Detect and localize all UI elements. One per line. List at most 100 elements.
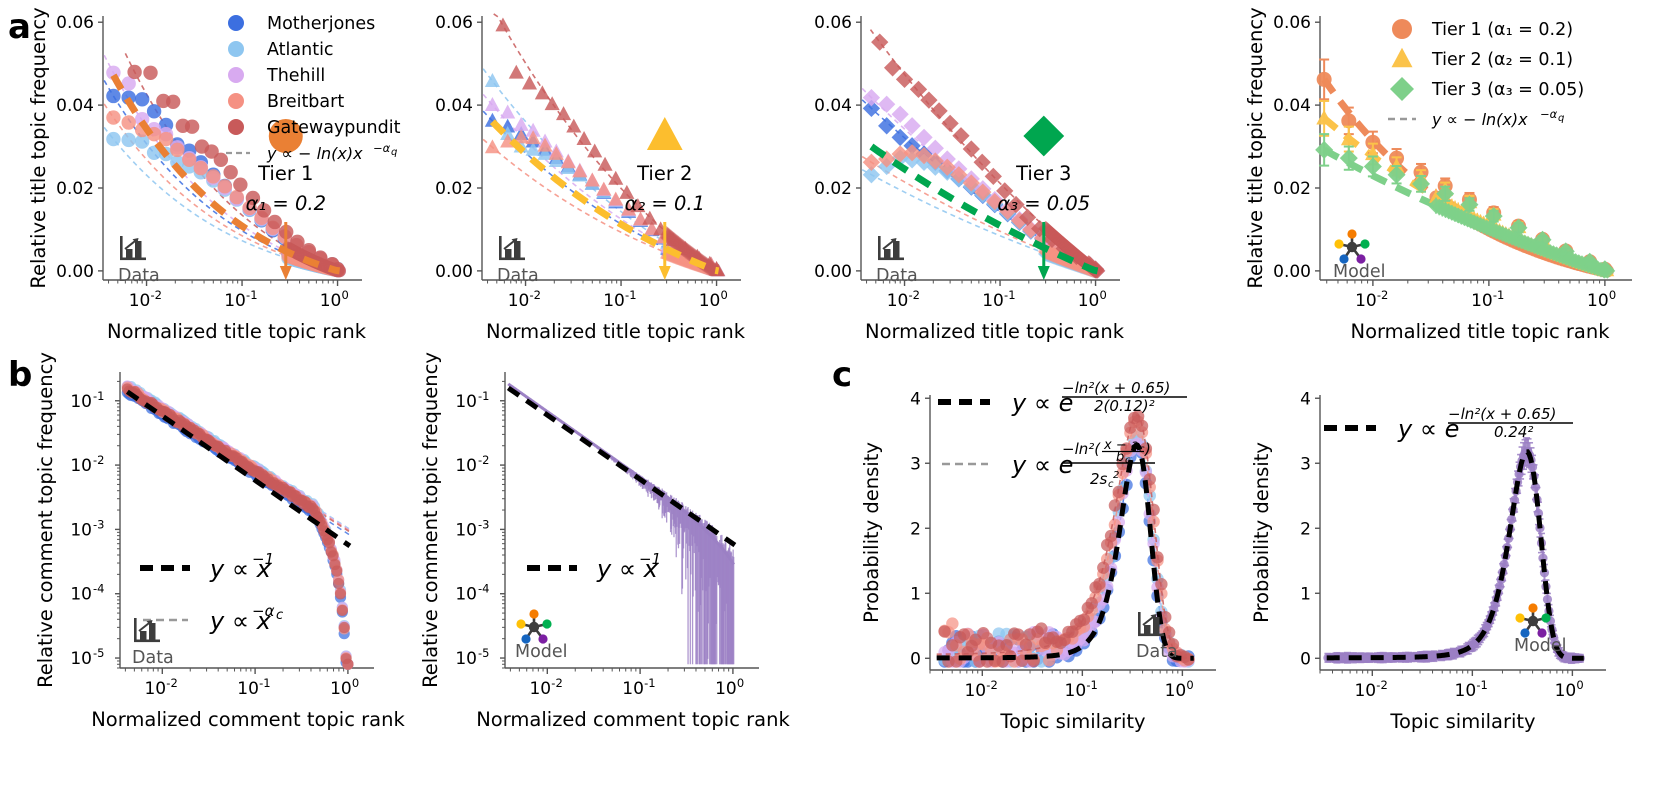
- svg-text:10: 10: [1065, 681, 1087, 701]
- y-tick-label: 10 -3: [70, 517, 104, 540]
- svg-text:0: 0: [1100, 288, 1107, 302]
- data-point: [950, 166, 968, 184]
- legend-equation: y ∝ − ln(x)x −α q: [1431, 107, 1564, 129]
- svg-text:y ∝ x: y ∝ x: [596, 555, 659, 583]
- data-point: [495, 17, 511, 32]
- svg-text:-1: -1: [93, 389, 104, 403]
- svg-text:10: 10: [224, 291, 246, 311]
- legend-label: Tier 2 (α₂ = 0.1): [1431, 50, 1573, 70]
- data-point: [1412, 174, 1431, 193]
- svg-text:-2: -2: [909, 288, 920, 302]
- data-point: [193, 160, 209, 176]
- y-tick-label: 0.06: [56, 13, 94, 33]
- data-point: [500, 126, 516, 141]
- data-point: [213, 152, 229, 168]
- data-point: [1484, 207, 1503, 226]
- fit-line-black: [1326, 449, 1584, 661]
- svg-text:0: 0: [342, 288, 349, 302]
- svg-text:10: 10: [455, 392, 477, 412]
- data-point: [525, 141, 541, 156]
- y-tick-label: 0.06: [435, 13, 473, 33]
- panel-b-svg: b 10 -510 -410 -310 -210 -110 -2 10 -1 10 0Normali…: [8, 352, 790, 731]
- svg-text:-1: -1: [1493, 288, 1504, 302]
- data-point: [862, 89, 881, 107]
- data-point: [938, 158, 956, 176]
- x-axis-label: Normalized comment topic rank: [476, 708, 790, 731]
- data-point: [962, 140, 980, 158]
- svg-text:-2: -2: [93, 453, 104, 467]
- tier-arrow-head: [658, 266, 671, 280]
- x-tick-label: 10 0: [715, 676, 744, 699]
- data-point: [484, 97, 500, 112]
- data-point: [1166, 638, 1180, 651]
- svg-text:c: c: [276, 608, 283, 623]
- data-point: [134, 92, 150, 107]
- svg-text:2s: 2s: [1090, 470, 1108, 488]
- data-point: [1365, 134, 1381, 150]
- svg-text:10: 10: [529, 679, 551, 699]
- svg-text:y ∝ e: y ∝ e: [1397, 415, 1459, 443]
- panel-label-b: b: [8, 355, 32, 395]
- y-tick-label: 2: [1300, 519, 1311, 539]
- svg-text:-1: -1: [1476, 678, 1487, 692]
- data-point: [1019, 638, 1033, 651]
- svg-text:2(0.12)²: 2(0.12)²: [1094, 397, 1155, 415]
- data-point: [127, 64, 142, 80]
- data-point: [871, 33, 889, 51]
- legend-label: Breitbart: [267, 92, 344, 112]
- x-axis-label: Normalized title topic rank: [1350, 320, 1610, 343]
- svg-text:10: 10: [982, 291, 1004, 311]
- svg-text:-1: -1: [625, 288, 636, 302]
- data-point: [121, 76, 136, 91]
- data-point: [1507, 514, 1517, 525]
- outlet-fit-line: [861, 168, 1046, 255]
- svg-text:-2: -2: [478, 453, 489, 467]
- x-tick-label: 10 -1: [603, 288, 636, 311]
- data-point: [1093, 577, 1106, 591]
- data-point: [184, 119, 200, 134]
- data-point: [1392, 19, 1412, 39]
- svg-text:x − a: x − a: [1103, 438, 1139, 453]
- svg-text:y ∝ − ln(x)x: y ∝ − ln(x)x: [266, 144, 363, 163]
- panel-a-outlet-legend: Motherjones Atlantic Thehill Breitbart Gatew…: [226, 14, 401, 163]
- data-point: [608, 191, 624, 206]
- panel-c: c 0 1 2 3 4 10 -2 10 -1 10 0 Topic similarity Probab…: [830, 350, 1660, 807]
- x-tick-label: 10 0: [1165, 678, 1194, 701]
- y-axis-label: Relative title topic frequency: [1244, 7, 1267, 288]
- equation-1: y ∝ e−ln²(x + 0.65)2(0.12)²: [1011, 379, 1187, 417]
- legend-marker: [228, 67, 244, 83]
- data-point: [1131, 410, 1145, 423]
- data-point: [878, 150, 896, 168]
- legend-label: Motherjones: [267, 14, 375, 34]
- data-point: [630, 198, 646, 213]
- data-point: [1527, 462, 1538, 472]
- subplot-b1: 10 -510 -410 -310 -210 -110 -2 10 -1 10 0Normalize…: [34, 352, 405, 731]
- y-tick-label: 10 -4: [455, 582, 489, 605]
- outlet-fit-line: [482, 138, 667, 254]
- panel-a: a 0.00 0.02 0.04 0.06 10 -2 10 -1 10 0 Normalized …: [0, 0, 1660, 350]
- equation-2: y ∝ e−ln²(x − a cb c)2s c2: [1011, 438, 1155, 490]
- panel-label-a: a: [8, 7, 31, 47]
- data-point: [862, 166, 881, 184]
- svg-text:q: q: [1558, 113, 1564, 124]
- y-tick-label: 1: [910, 584, 921, 604]
- svg-text:0: 0: [1576, 678, 1583, 692]
- data-point: [525, 130, 541, 145]
- model-badge: Model: [1333, 229, 1386, 282]
- legend-label: Gatewaypundit: [267, 118, 401, 138]
- y-tick-label: 10 -5: [455, 646, 489, 669]
- reference-line-black: [125, 389, 352, 549]
- data-point: [1315, 140, 1334, 159]
- data-point: [926, 152, 944, 170]
- y-tick-label: 10 -5: [70, 646, 104, 669]
- y-tick-label: 10 -3: [455, 517, 489, 540]
- x-tick-label: 10 0: [330, 676, 359, 699]
- y-tick-label: 10 -4: [70, 582, 104, 605]
- y-tick-label: 0.06: [814, 13, 852, 33]
- svg-text:10: 10: [887, 291, 909, 311]
- svg-text:10: 10: [237, 679, 259, 699]
- svg-text:10: 10: [70, 520, 92, 540]
- badge-label: Model: [1514, 636, 1567, 656]
